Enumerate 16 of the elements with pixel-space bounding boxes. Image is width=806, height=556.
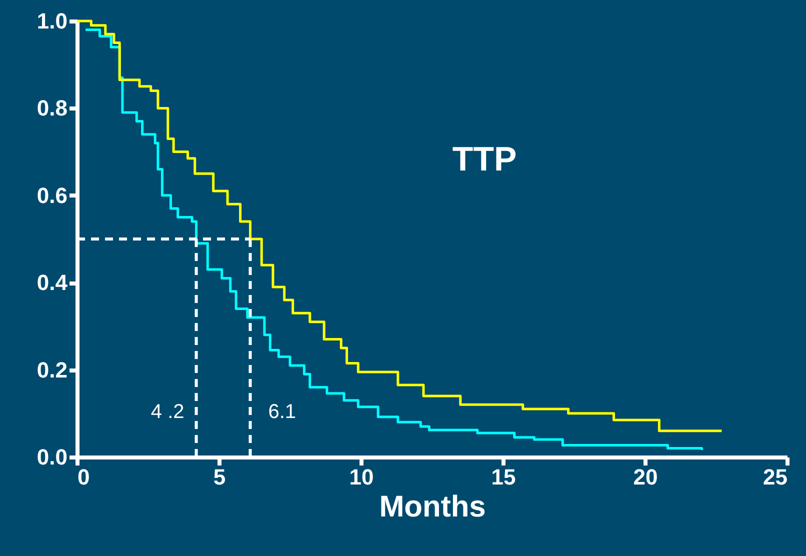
x-tick-label: 20 — [633, 464, 658, 490]
y-tick-label: 0.6 — [36, 182, 68, 208]
y-tick-label: 0.0 — [36, 444, 68, 470]
x-tick-label: 0 — [78, 464, 90, 490]
annotation: TTP — [452, 140, 517, 179]
ref-line-label: 4 .2 — [150, 401, 184, 423]
x-tick-label: 5 — [213, 464, 226, 490]
y-tick-label: 0.4 — [36, 270, 68, 296]
y-tick-label: 1.0 — [36, 8, 68, 34]
x-tick-label: 10 — [349, 464, 374, 490]
x-tick-label: 15 — [491, 464, 516, 490]
x-tick-label: 25 — [763, 464, 788, 490]
y-tick-label: 0.8 — [36, 96, 68, 121]
ref-line-label: 6.1 — [268, 401, 296, 423]
x-axis-title: Months — [379, 490, 486, 524]
y-tick-label: 0.2 — [36, 357, 68, 382]
